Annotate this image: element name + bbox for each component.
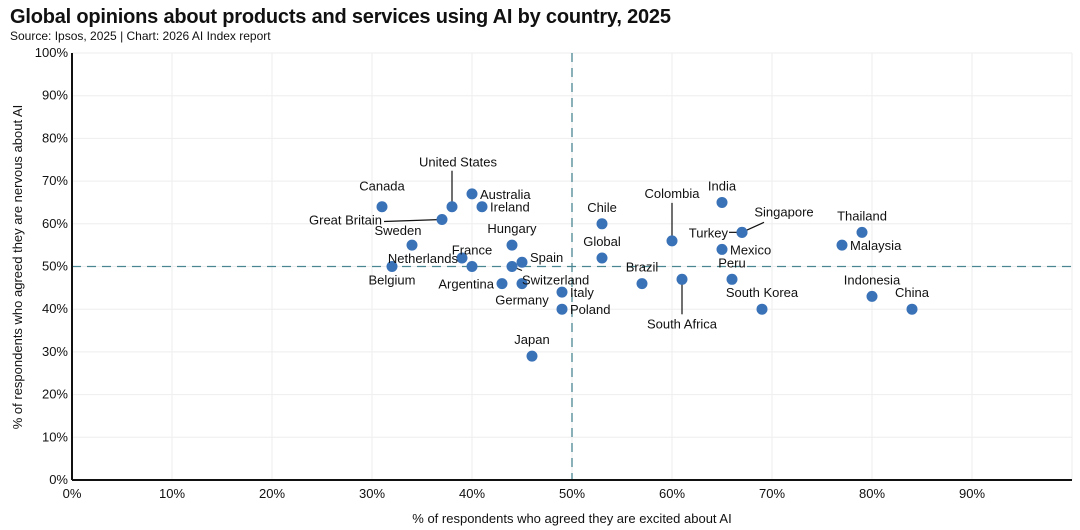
point-global: [596, 252, 608, 264]
label-colombia: Colombia: [645, 186, 701, 201]
label-malaysia: Malaysia: [850, 238, 902, 253]
point-mexico: [716, 243, 728, 255]
x-tick-label: 0%: [63, 486, 82, 501]
label-china: China: [895, 285, 930, 300]
point-belgium: [386, 261, 398, 272]
y-tick-label: 20%: [42, 387, 68, 402]
point-australia: [466, 188, 478, 200]
y-tick-label: 40%: [42, 301, 68, 316]
point-chile: [596, 218, 608, 230]
label-india: India: [708, 178, 737, 193]
label-brazil: Brazil: [626, 260, 659, 275]
x-tick-label: 50%: [559, 486, 585, 501]
label-france: France: [452, 243, 492, 258]
point-malaysia: [836, 239, 848, 251]
y-tick-label: 30%: [42, 344, 68, 359]
data-points: [376, 188, 918, 362]
label-peru: Peru: [718, 255, 745, 270]
point-singapore: [736, 226, 748, 238]
point-indonesia: [866, 290, 878, 302]
label-germany: Germany: [495, 293, 549, 308]
point-south-africa: [676, 273, 688, 285]
x-tick-label: 40%: [459, 486, 485, 501]
point-great-britain: [436, 214, 448, 226]
point-poland: [556, 303, 568, 315]
label-spain: Spain: [530, 250, 563, 265]
reference-lines: [72, 53, 1072, 480]
y-tick-labels: 0% 10% 20% 30% 40% 50% 60% 70% 80% 90% 100%: [35, 45, 69, 487]
label-australia: Australia: [480, 187, 531, 202]
y-tick-label: 10%: [42, 429, 68, 444]
label-global: Global: [583, 234, 621, 249]
label-south-africa: South Africa: [647, 316, 718, 331]
x-tick-label: 70%: [759, 486, 785, 501]
x-axis-title: % of respondents who agreed they are exc…: [412, 511, 731, 526]
point-switzerland: [506, 261, 518, 272]
chart-title: Global opinions about products and servi…: [10, 6, 671, 28]
label-sweden: Sweden: [375, 223, 422, 238]
x-tick-label: 10%: [159, 486, 185, 501]
x-tick-label: 90%: [959, 486, 985, 501]
point-united-states: [446, 201, 458, 213]
label-argentina: Argentina: [438, 277, 494, 292]
label-belgium: Belgium: [369, 273, 416, 288]
point-thailand: [856, 226, 868, 238]
point-labels: Canada United States Great Britain Australi…: [309, 155, 930, 347]
point-ireland: [476, 201, 488, 213]
label-singapore: Singapore: [754, 204, 813, 219]
point-argentina: [496, 278, 508, 290]
point-sweden: [406, 239, 418, 251]
label-united-states: United States: [419, 155, 498, 170]
x-tick-label: 30%: [359, 486, 385, 501]
y-tick-label: 70%: [42, 173, 68, 188]
y-tick-label: 100%: [35, 45, 69, 60]
point-netherlands: [456, 252, 468, 264]
point-peru: [726, 273, 738, 285]
point-china: [906, 303, 918, 315]
leader-line-great-britain: [383, 218, 443, 223]
point-india: [716, 196, 728, 208]
label-netherlands: Netherlands: [388, 251, 459, 266]
label-turkey: Turkey: [689, 225, 729, 240]
label-italy: Italy: [570, 285, 594, 300]
label-ireland: Ireland: [490, 200, 530, 215]
point-japan: [526, 350, 538, 362]
y-tick-label: 60%: [42, 216, 68, 231]
x-tick-labels: 0% 10% 20% 30% 40% 50% 60% 70% 80% 90%: [63, 486, 986, 501]
x-tick-label: 80%: [859, 486, 885, 501]
point-spain: [516, 256, 528, 268]
point-germany: [516, 278, 528, 290]
label-switzerland: Switzerland: [522, 273, 589, 288]
label-mexico: Mexico: [730, 242, 771, 257]
axes: [71, 53, 1072, 481]
y-tick-label: 50%: [42, 259, 68, 274]
label-chile: Chile: [587, 200, 617, 215]
x-tick-label: 60%: [659, 486, 685, 501]
label-indonesia: Indonesia: [844, 272, 901, 287]
point-colombia: [666, 235, 678, 247]
y-tick-label: 90%: [42, 88, 68, 103]
label-great-britain: Great Britain: [309, 213, 382, 228]
point-brazil: [636, 278, 648, 290]
label-poland: Poland: [570, 302, 610, 317]
point-hungary: [506, 239, 518, 251]
chart-subtitle: Source: Ipsos, 2025 | Chart: 2026 AI Ind…: [10, 29, 271, 43]
point-france: [466, 261, 478, 272]
point-south-korea: [756, 303, 768, 315]
x-tick-label: 20%: [259, 486, 285, 501]
point-italy: [556, 286, 568, 298]
label-hungary: Hungary: [487, 221, 537, 236]
y-tick-label: 0%: [49, 472, 68, 487]
label-japan: Japan: [514, 332, 549, 347]
y-axis-title: % of respondents who agreed they are ner…: [10, 105, 25, 430]
label-thailand: Thailand: [837, 208, 887, 223]
label-canada: Canada: [359, 179, 405, 194]
y-tick-label: 80%: [42, 130, 68, 145]
point-canada: [376, 201, 388, 213]
label-south-korea: South Korea: [726, 285, 799, 300]
